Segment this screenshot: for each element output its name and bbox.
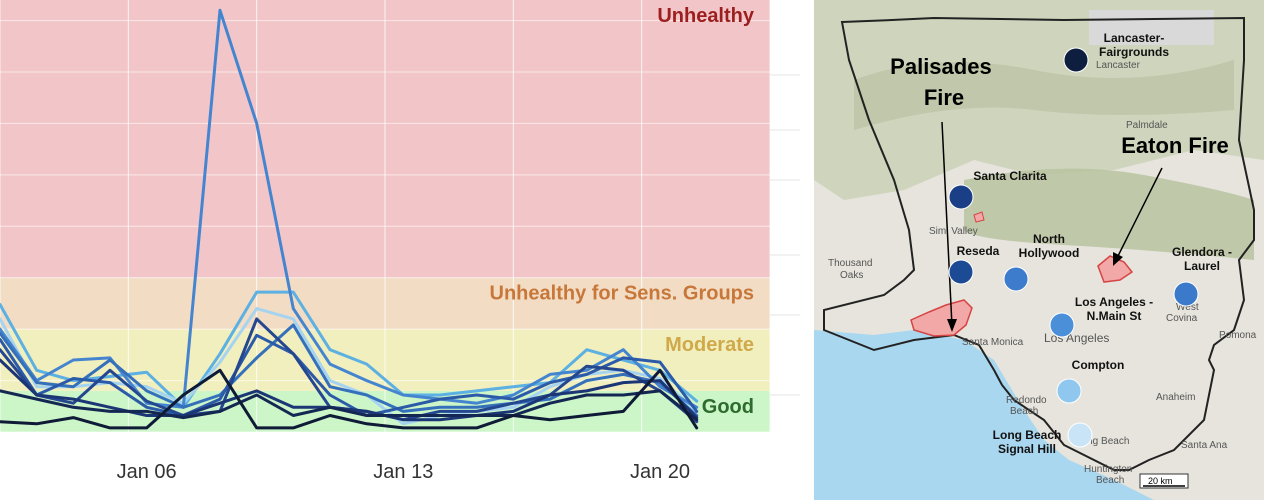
station-series-line-8 xyxy=(0,368,699,430)
map-top-label-box xyxy=(1089,10,1214,45)
fire-label-line: Fire xyxy=(924,85,964,110)
x-tick-label: Jan 20 xyxy=(630,461,690,483)
station-label: Reseda xyxy=(957,244,1000,258)
place-label-line: Covina xyxy=(1166,313,1198,324)
map-scale-bar: 20 km xyxy=(1139,473,1189,489)
place-label-line: Beach xyxy=(1096,475,1124,486)
place-label: Palmdale xyxy=(1126,120,1168,131)
aqi-band-label: Unhealthy for Sens. Groups xyxy=(490,283,754,305)
aqi-band-labels: Good Moderate Unhealthy for Sens. Groups Un… xyxy=(490,5,755,418)
place-label-line: Oaks xyxy=(840,270,863,281)
place-label-line: Redondo xyxy=(1006,395,1047,406)
place-label-line: Thousand xyxy=(828,258,872,269)
aqi-band-label: Unhealthy xyxy=(657,5,755,27)
place-label: Santa Ana xyxy=(1181,440,1228,451)
eaton-fire-arrow xyxy=(1115,167,1163,261)
place-label: Huntington Beach xyxy=(1084,464,1135,486)
place-label: Simi Valley xyxy=(929,226,978,237)
palisades-fire-perimeter xyxy=(910,299,973,337)
air-quality-line-chart: Good Moderate Unhealthy for Sens. Groups Un… xyxy=(0,0,800,483)
scale-bar-box xyxy=(1139,473,1189,489)
palisades-fire-label: Palisades Fire xyxy=(890,54,998,110)
station-label-line: Fairgrounds xyxy=(1099,45,1169,59)
place-label: West Covina xyxy=(1166,302,1201,324)
aqi-band-label: Moderate xyxy=(665,334,754,356)
scale-bar-label: 20 km xyxy=(1148,476,1173,486)
map-mountains xyxy=(854,60,1234,130)
station-label-line: Lancaster- xyxy=(1104,31,1165,45)
station-series-line-3 xyxy=(0,323,699,417)
eaton-fire-perimeter xyxy=(1097,255,1134,283)
station-label: Compton xyxy=(1072,358,1125,372)
station-series-lines xyxy=(0,8,699,430)
station-label-line: North xyxy=(1033,232,1065,246)
place-label-line: Beach xyxy=(1010,406,1038,417)
place-label: Santa Monica xyxy=(962,337,1024,348)
station-label-line: Glendora - xyxy=(1172,245,1232,259)
station-label-line: Laurel xyxy=(1184,259,1220,273)
station-label-line: Los Angeles - xyxy=(1075,295,1153,309)
station-marker xyxy=(1003,266,1029,292)
place-label: Pomona xyxy=(1219,330,1257,341)
map-ocean xyxy=(814,330,1154,500)
station-marker xyxy=(1067,422,1093,448)
station-label: Santa Clarita xyxy=(973,169,1047,183)
x-axis-tick-labels: Jan 06 Jan 13 Jan 20 xyxy=(117,461,690,483)
station-series-line-7 xyxy=(0,389,699,422)
place-label-line: Huntington xyxy=(1084,464,1132,475)
eaton-fire-label: Eaton Fire xyxy=(1121,133,1229,158)
monitoring-stations: Lancaster-Fairgrounds Santa Clarita Reseda… xyxy=(948,31,1232,456)
place-label: Thousand Oaks xyxy=(828,258,875,281)
aqi-band-label: Good xyxy=(702,396,754,418)
station-marker xyxy=(948,184,974,210)
eaton-arrow-head xyxy=(1113,252,1123,266)
station-marker xyxy=(948,259,974,285)
county-boundary xyxy=(823,16,1255,471)
station-marker xyxy=(1063,47,1089,73)
los-angeles-county-map: Lancaster Palmdale Thousand Oaks Simi Va… xyxy=(814,0,1264,500)
place-label: Anaheim xyxy=(1156,392,1195,403)
station-label-line: Reseda xyxy=(957,244,1000,258)
station-label-line: N.Main St xyxy=(1087,309,1142,323)
station-label-line: Long Beach xyxy=(993,428,1062,442)
x-tick-label: Jan 13 xyxy=(373,461,433,483)
place-label: Lancaster xyxy=(1096,60,1141,71)
fire-label-line: Palisades xyxy=(890,54,992,79)
station-label-line: Hollywood xyxy=(1019,246,1080,260)
station-label: Glendora -Laurel xyxy=(1172,245,1232,273)
station-series-line-6 xyxy=(0,358,699,422)
palisades-arrow-head xyxy=(947,319,957,332)
station-label: Los Angeles -N.Main St xyxy=(1075,295,1153,323)
station-label: Long Beach Signal Hill xyxy=(993,428,1062,456)
station-label: Lancaster-Fairgrounds xyxy=(1099,31,1169,59)
map-san-gabriel-mountains xyxy=(964,168,1254,260)
place-label: Long Beach xyxy=(1076,436,1129,447)
x-tick-label: Jan 06 xyxy=(117,461,177,483)
station-marker xyxy=(1173,281,1199,307)
small-fire-perimeter xyxy=(973,211,985,223)
place-label: Redondo Beach xyxy=(1006,395,1049,417)
place-label-line: West xyxy=(1176,302,1199,313)
station-marker xyxy=(1056,378,1082,404)
basemap-place-labels: Lancaster Palmdale Thousand Oaks Simi Va… xyxy=(828,60,1257,486)
station-label-line: Signal Hill xyxy=(998,442,1056,456)
station-label: North Hollywood xyxy=(1019,232,1080,260)
station-series-line-4 xyxy=(0,333,699,417)
station-label-line: Santa Clarita xyxy=(973,169,1047,183)
station-label-line: Compton xyxy=(1072,358,1125,372)
palisades-fire-arrow xyxy=(941,121,953,327)
station-marker xyxy=(1049,312,1075,338)
